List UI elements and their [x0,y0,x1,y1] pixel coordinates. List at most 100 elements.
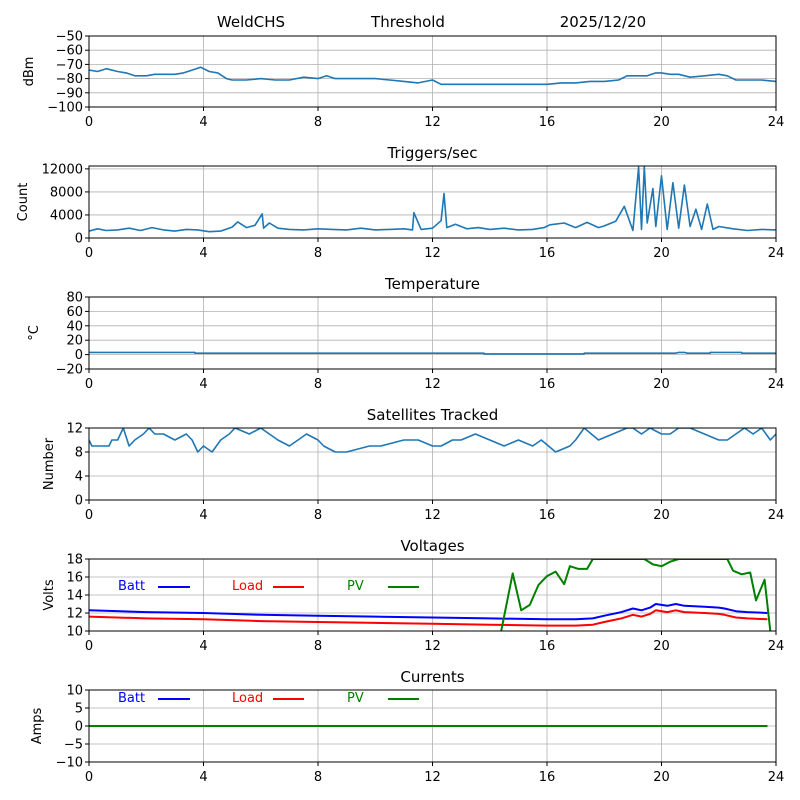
x-tick-label: 20 [653,508,670,523]
y-tick-label: 8000 [50,185,83,200]
y-tick-label: −50 [56,30,83,45]
y-tick-label: 0 [75,232,83,247]
series-line-pv [500,559,772,631]
y-tick-label: 4 [75,470,83,485]
series-group [89,559,772,631]
y-axis-label: Count [16,183,31,222]
legend-label-pv: PV [347,579,364,594]
panel-title: Satellites Tracked [367,406,498,424]
x-tick-label: 4 [199,508,207,523]
legend-label-load: Load [232,691,263,706]
x-tick-label: 24 [768,377,785,392]
y-tick-label: 80 [66,291,83,306]
y-tick-label: −5 [64,738,83,753]
header-mode: Threshold [370,13,445,31]
x-tick-label: 4 [199,246,207,261]
x-tick-label: 16 [539,246,556,261]
y-tick-label: 18 [66,553,83,568]
x-tick-label: 16 [539,639,556,654]
x-tick-label: 20 [653,377,670,392]
series-line-temperature [89,351,776,355]
panel-title: Currents [400,668,464,686]
y-tick-label: −70 [56,58,83,73]
panel-title: Triggers/sec [387,144,478,162]
x-tick-label: 12 [424,115,441,130]
series-line-load [89,609,768,627]
x-tick-label: 20 [653,770,670,785]
y-tick-label: −100 [47,101,83,116]
legend-label-batt: Batt [118,691,145,706]
series-line-satellites [89,428,776,453]
x-tick-label: 24 [768,639,785,654]
x-tick-label: 0 [85,770,93,785]
y-axis-label: Amps [30,707,45,744]
x-tick-label: 8 [314,115,322,130]
y-tick-label: 4000 [50,208,83,223]
header-station: WeldCHS [217,13,285,31]
y-tick-label: 0 [75,720,83,735]
series-group [89,428,776,453]
panel-voltages: 0 4 8 12 16 20 24 10 12 14 16 18 Voltages Volts Batt Lo… [42,537,784,654]
series-group [89,166,776,233]
x-tick-label: 24 [768,770,785,785]
x-tick-label: 0 [85,377,93,392]
y-axis-label: °C [27,325,42,341]
y-tick-label: −90 [56,86,83,101]
x-tick-label: 20 [653,639,670,654]
x-tick-label: 8 [314,377,322,392]
x-tick-label: 16 [539,508,556,523]
x-tick-label: 0 [85,508,93,523]
panel-title: Voltages [400,537,464,555]
x-tick-label: 4 [199,770,207,785]
y-axis-label: dBm [22,57,37,87]
y-axis-label: Number [42,437,57,490]
y-tick-label: −60 [56,44,83,59]
legend-label-load: Load [232,579,263,594]
x-tick-label: 16 [539,115,556,130]
x-tick-label: 16 [539,377,556,392]
y-tick-label: −80 [56,72,83,87]
x-tick-label: 12 [424,246,441,261]
x-tick-label: 12 [424,377,441,392]
y-tick-label: 10 [66,684,83,699]
y-tick-label: −20 [56,363,83,378]
panel-currents: 0 4 8 12 16 20 24 −10 −5 0 5 10 Currents Amps Batt Load… [30,668,784,785]
y-tick-label: −10 [56,756,83,771]
x-tick-label: 0 [85,246,93,261]
x-tick-label: 12 [424,770,441,785]
y-tick-label: 12 [66,422,83,437]
legend-label-pv: PV [347,691,364,706]
x-tick-label: 24 [768,115,785,130]
x-tick-label: 12 [424,508,441,523]
y-tick-label: 5 [75,702,83,717]
panel-signal: 0 4 8 12 16 20 24 −100−90−80−70−60−50 dBm [22,30,784,131]
series-line-triggers [89,166,776,233]
x-tick-label: 8 [314,508,322,523]
y-tick-label: 16 [66,571,83,586]
series-group [89,66,776,86]
series-group [89,351,776,355]
x-tick-label: 24 [768,508,785,523]
y-tick-label: 40 [66,319,83,334]
x-tick-label: 8 [314,639,322,654]
y-tick-label: 12 [66,607,83,622]
x-tick-label: 16 [539,770,556,785]
y-tick-label: 10 [66,625,83,640]
x-tick-label: 0 [85,115,93,130]
x-tick-label: 0 [85,639,93,654]
x-tick-label: 8 [314,770,322,785]
y-tick-label: 8 [75,446,83,461]
y-tick-label: 20 [66,334,83,349]
panel-title: Temperature [384,275,480,293]
panel-triggers: 0 4 8 12 16 20 24 0 4000 8000 12000 Triggers/sec Cou… [16,144,784,261]
panel-satellites: 0 4 8 12 16 20 24 0 4 8 12 Satellites Tracked Number [42,406,784,523]
y-tick-label: 0 [75,348,83,363]
x-tick-label: 20 [653,246,670,261]
series-line-batt [89,603,768,621]
y-axis-label: Volts [42,579,57,611]
series-line-signal [89,66,776,86]
